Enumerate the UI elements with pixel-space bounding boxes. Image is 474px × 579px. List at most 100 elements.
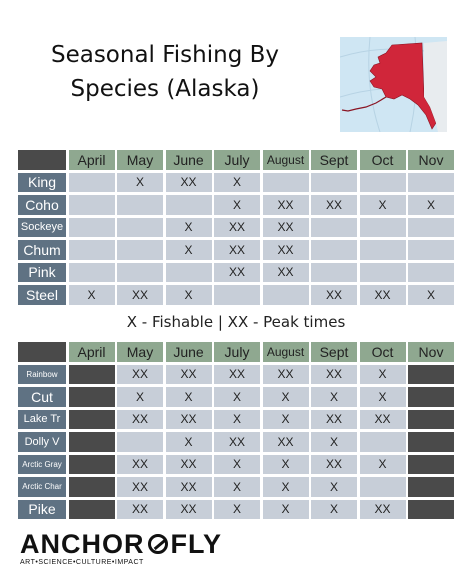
season-cell: XX: [262, 217, 309, 237]
month-header: June: [165, 150, 212, 170]
season-cell: X: [262, 499, 309, 519]
species-label: Pink: [18, 262, 66, 282]
species-label: Pike: [18, 499, 66, 519]
species-label: Arctic Char: [18, 477, 66, 497]
unavailable-cell: [408, 454, 454, 474]
season-cell: XX: [117, 477, 163, 497]
season-cell: XX: [311, 285, 357, 305]
season-cell: [408, 172, 454, 192]
month-header: Oct: [359, 150, 406, 170]
season-cell: XX: [311, 195, 357, 215]
season-cell: [262, 172, 309, 192]
month-header: May: [117, 342, 163, 362]
season-cell: [117, 240, 163, 260]
species-label: Rainbow: [18, 364, 66, 384]
season-cell: XX: [262, 262, 309, 282]
table-corner: [18, 150, 66, 170]
month-header: Sept: [311, 150, 357, 170]
season-cell: X: [408, 195, 454, 215]
season-cell: XX: [165, 477, 212, 497]
season-cell: XX: [117, 364, 163, 384]
season-cell: [408, 262, 454, 282]
season-cell: X: [262, 454, 309, 474]
season-cell: [68, 217, 115, 237]
page-title: Seasonal Fishing By Species (Alaska): [20, 38, 310, 106]
season-cell: X: [165, 387, 212, 407]
season-cell: [68, 195, 115, 215]
unavailable-cell: [68, 499, 115, 519]
logo-text-right: FLY: [170, 529, 223, 559]
season-cell: [68, 262, 115, 282]
season-cell: XX: [214, 240, 260, 260]
month-header: June: [165, 342, 212, 362]
month-header: April: [68, 342, 115, 362]
season-cell: X: [214, 409, 260, 429]
month-header: April: [68, 150, 115, 170]
season-cell: XX: [359, 409, 406, 429]
logo-tagline: ART•SCIENCE•CULTURE•IMPACT: [20, 559, 144, 566]
season-cell: X: [214, 454, 260, 474]
alaska-map-image: [340, 37, 447, 132]
season-cell: [117, 432, 163, 452]
season-cell: XX: [117, 454, 163, 474]
unavailable-cell: [68, 432, 115, 452]
aleutian-chain: [341, 96, 387, 112]
season-cell: [311, 262, 357, 282]
season-cell: XX: [359, 499, 406, 519]
season-cell: XX: [117, 499, 163, 519]
season-cell: [311, 217, 357, 237]
unavailable-cell: [68, 454, 115, 474]
season-cell: X: [262, 387, 309, 407]
season-cell: X: [311, 387, 357, 407]
season-cell: [359, 217, 406, 237]
title-line-1: Seasonal Fishing By: [50, 42, 280, 68]
season-cell: [408, 217, 454, 237]
season-cell: XX: [214, 364, 260, 384]
season-cell: [68, 172, 115, 192]
season-cell: [117, 262, 163, 282]
season-cell: XX: [359, 285, 406, 305]
season-cell: X: [214, 172, 260, 192]
season-cell: X: [359, 454, 406, 474]
season-cell: [117, 195, 163, 215]
saltwater-anadromous-table: April May June July August Sept Oct Nov King X XX X…: [18, 150, 454, 305]
month-header: August: [262, 150, 309, 170]
fishing-rod-ring-icon: [147, 534, 168, 554]
unavailable-cell: [68, 364, 115, 384]
season-cell: X: [165, 432, 212, 452]
season-cell: X: [311, 432, 357, 452]
month-header: Nov: [408, 150, 454, 170]
season-cell: [408, 240, 454, 260]
table-corner: [18, 342, 66, 362]
season-cell: [262, 285, 309, 305]
season-cell: X: [214, 387, 260, 407]
season-cell: XX: [311, 454, 357, 474]
season-cell: X: [214, 195, 260, 215]
month-header: August: [262, 342, 309, 362]
species-label: Cut: [18, 387, 66, 407]
season-cell: X: [214, 477, 260, 497]
season-cell: X: [165, 240, 212, 260]
species-label: Chum: [18, 240, 66, 260]
season-cell: [165, 262, 212, 282]
season-cell: X: [165, 285, 212, 305]
season-cell: X: [68, 285, 115, 305]
season-cell: X: [359, 387, 406, 407]
month-header: Sept: [311, 342, 357, 362]
unavailable-cell: [408, 364, 454, 384]
season-cell: XX: [165, 172, 212, 192]
season-cell: X: [262, 477, 309, 497]
species-label: Coho: [18, 195, 66, 215]
season-cell: X: [359, 195, 406, 215]
season-cell: X: [359, 364, 406, 384]
season-cell: [359, 172, 406, 192]
season-cell: XX: [311, 364, 357, 384]
season-cell: [214, 285, 260, 305]
season-cell: XX: [311, 409, 357, 429]
freshwater-species-table: April May June July August Sept Oct Nov Rainbow X…: [18, 342, 454, 519]
logo-text-left: ANCHOR: [20, 529, 145, 559]
season-cell: XX: [214, 432, 260, 452]
season-cell: X: [214, 499, 260, 519]
season-cell: X: [117, 172, 163, 192]
season-cell: [359, 240, 406, 260]
